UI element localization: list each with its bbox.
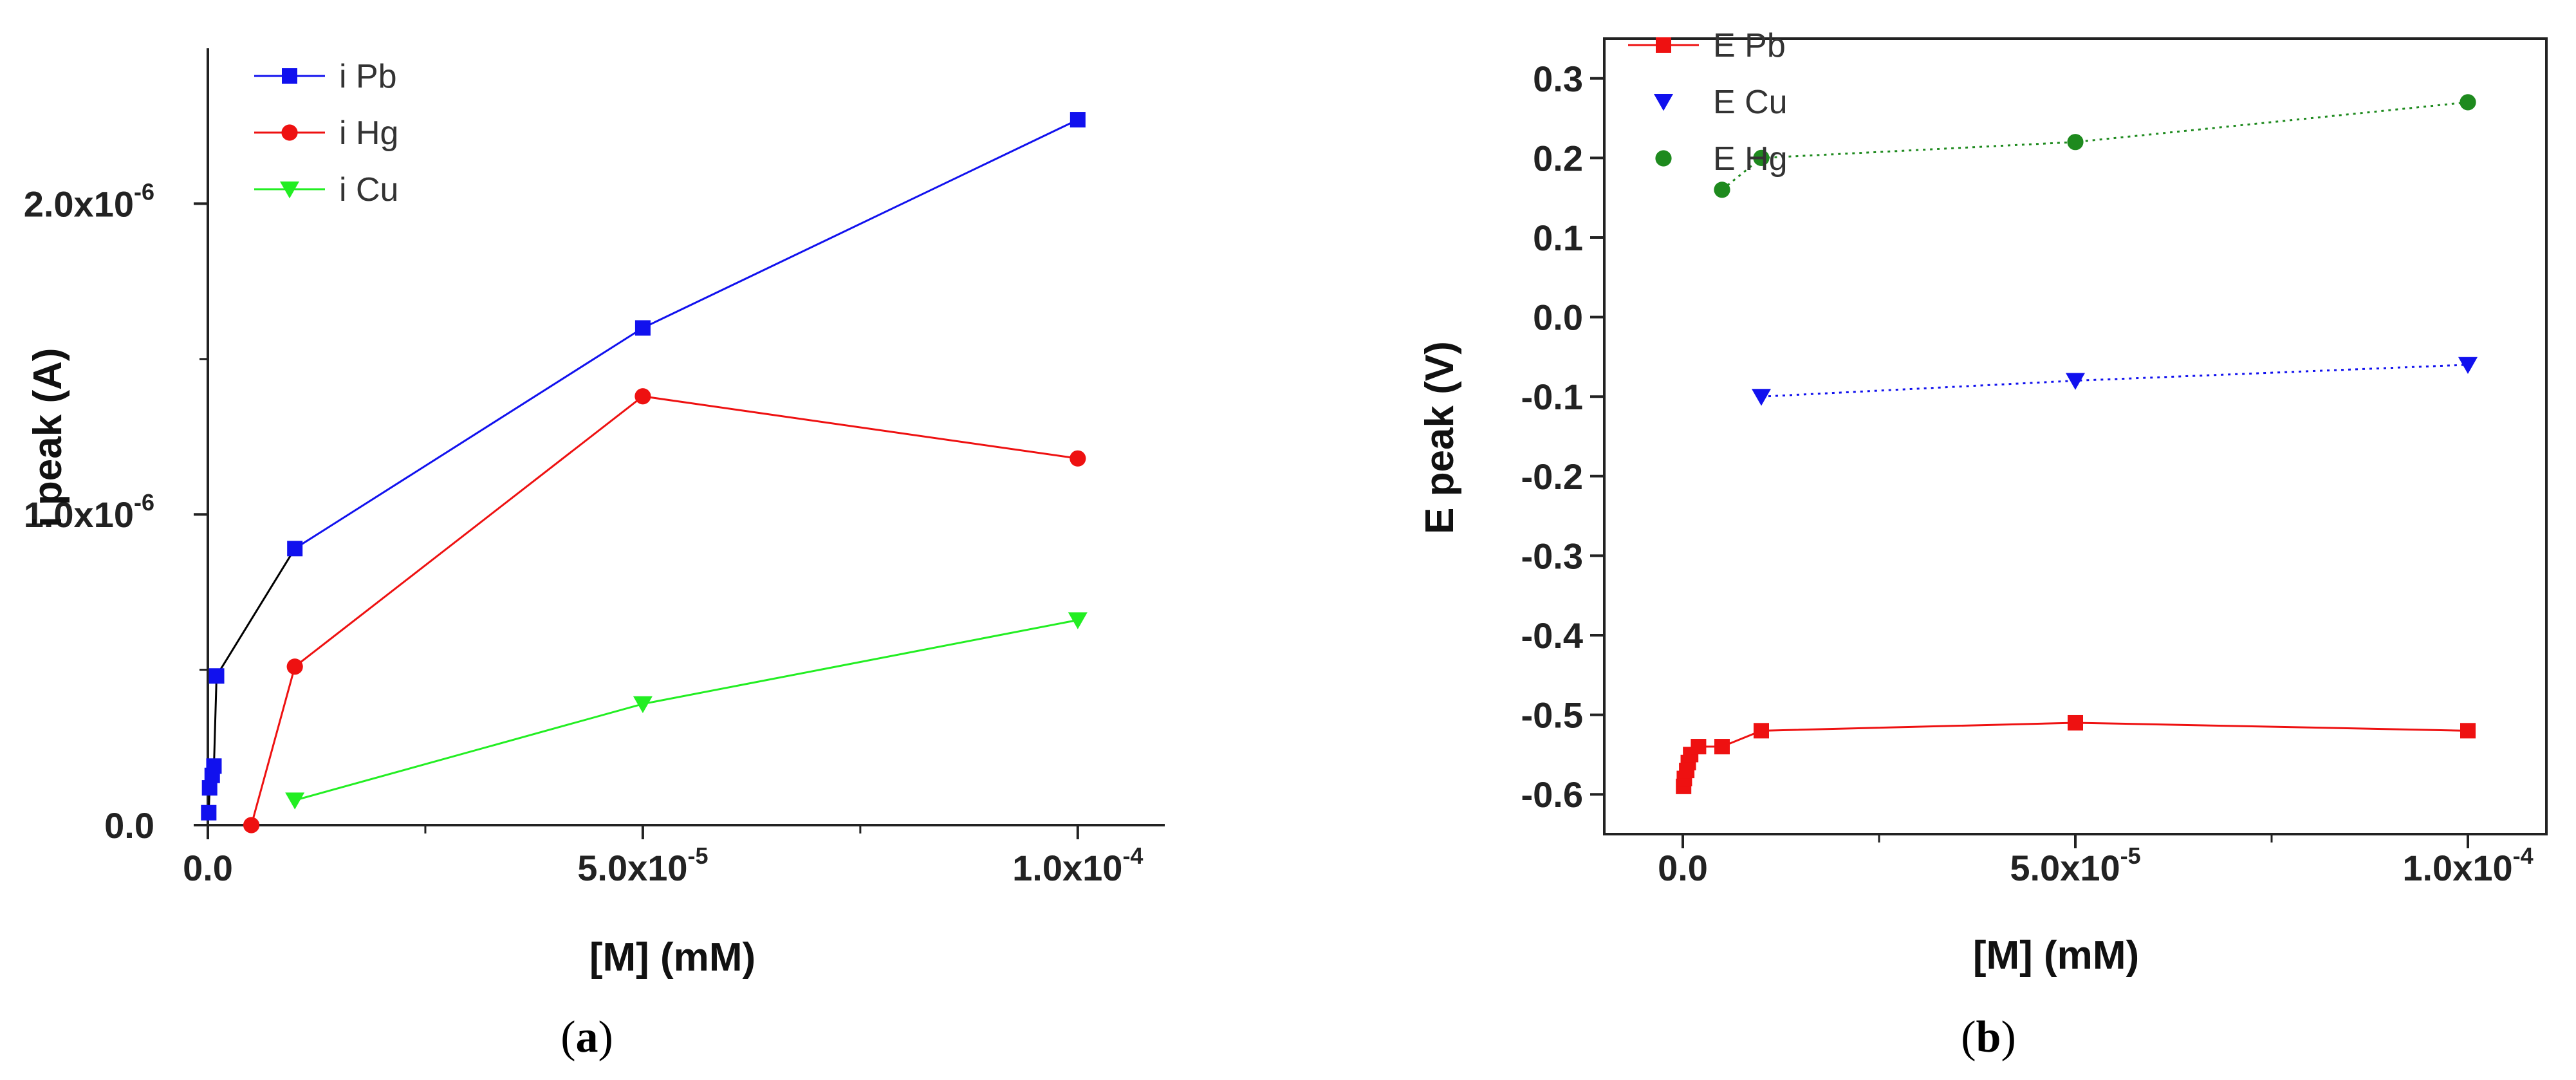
x-tick-label: 5.0x10-5 <box>2010 843 2140 888</box>
legend-marker-i-cu <box>280 182 299 199</box>
data-point-e-hg <box>2067 134 2084 151</box>
data-point-e-cu <box>2458 357 2478 375</box>
data-point-e-hg <box>2460 94 2476 111</box>
data-point-e-pb <box>1691 739 1707 755</box>
legend-label-e-pb: E Pb <box>1713 27 1786 64</box>
legend-label-e-cu: E Cu <box>1713 84 1788 121</box>
legend-label-i-hg: i Hg <box>339 115 398 152</box>
legend-label-i-pb: i Pb <box>339 58 397 95</box>
data-point-i-pb <box>635 320 651 336</box>
panel-a-current: 0.0 5.0x10-5 1.0x10-4 0.0 1.0x10-6 2.0x10-6 [M… <box>24 48 1165 1062</box>
data-point-i-hg <box>286 658 303 675</box>
legend-marker-e-pb <box>1656 37 1671 53</box>
y-axis-label: i peak (A) <box>26 348 70 527</box>
series-line-e-hg <box>1721 101 2469 191</box>
legend-label-i-cu: i Cu <box>339 171 398 209</box>
series-line-e-cu <box>1761 364 2469 398</box>
legend-marker-i-pb <box>282 68 297 84</box>
x-axis-label: [M] (mM) <box>589 935 755 980</box>
y-tick-label: 0.0 <box>1533 297 1583 338</box>
y-tick-label: 0.3 <box>1533 59 1583 99</box>
data-point-i-pb <box>206 758 222 774</box>
data-point-e-pb <box>1754 723 1769 739</box>
y-tick-label: 2.0x10-6 <box>24 178 154 224</box>
data-point-e-cu <box>1752 389 1771 406</box>
x-axis-label: [M] (mM) <box>1973 933 2139 978</box>
data-point-i-pb <box>287 541 303 557</box>
legend-marker-e-cu <box>1654 94 1673 111</box>
data-point-i-pb <box>208 668 225 684</box>
y-tick-label: 0.0 <box>104 805 154 846</box>
legend-marker-e-hg <box>1655 150 1672 167</box>
y-tick-label: -0.3 <box>1521 535 1584 576</box>
data-point-i-pb <box>201 805 217 821</box>
data-point-i-hg <box>635 388 651 405</box>
series-line-i-cu <box>294 619 1079 801</box>
series-line-i-hg <box>250 395 1079 826</box>
data-point-e-pb <box>2068 714 2083 731</box>
data-point-i-cu <box>1068 612 1088 629</box>
data-point-e-hg <box>1714 182 1730 198</box>
data-point-e-cu <box>2066 373 2085 390</box>
x-tick-label: 1.0x10-4 <box>2402 843 2533 888</box>
panel-b-potential: 0.0 5.0x10-5 1.0x10-4 0.3 0.2 0.1 0.0 -0.1 -0.2 -… <box>1418 27 2548 1062</box>
data-point-e-hg <box>1753 149 1770 166</box>
data-point-i-cu <box>633 696 653 713</box>
panel-caption: (b) <box>1961 1012 2016 1062</box>
data-point-e-pb <box>2460 723 2476 739</box>
series-line-i-pb <box>294 118 1079 550</box>
panel-caption: (a) <box>561 1012 613 1062</box>
data-point-i-pb <box>1070 112 1086 128</box>
legend-label-e-hg: E Hg <box>1713 140 1788 178</box>
y-tick-label: -0.2 <box>1521 456 1584 497</box>
y-tick-label: -0.6 <box>1521 774 1584 815</box>
x-tick-label: 0.0 <box>183 848 233 888</box>
y-tick-label: 0.2 <box>1533 138 1583 178</box>
data-point-i-hg <box>1070 450 1086 467</box>
x-tick-label: 5.0x10-5 <box>577 843 708 888</box>
data-point-i-cu <box>285 792 305 810</box>
data-point-i-hg <box>243 817 260 833</box>
y-axis-label: E peak (V) <box>1418 341 1462 534</box>
data-point-e-pb <box>1714 739 1730 755</box>
y-tick-label: 0.1 <box>1533 218 1583 258</box>
y-tick-label: -0.1 <box>1521 377 1584 417</box>
y-tick-label: -0.5 <box>1521 695 1584 736</box>
x-tick-label: 0.0 <box>1658 848 1708 888</box>
legend-marker-i-hg <box>281 124 298 141</box>
series-line-e-pb <box>1682 722 2469 787</box>
y-tick-label: -0.4 <box>1521 615 1584 656</box>
x-tick-label: 1.0x10-4 <box>1012 843 1143 888</box>
y-tick-label: 1.0x10-6 <box>24 489 154 535</box>
